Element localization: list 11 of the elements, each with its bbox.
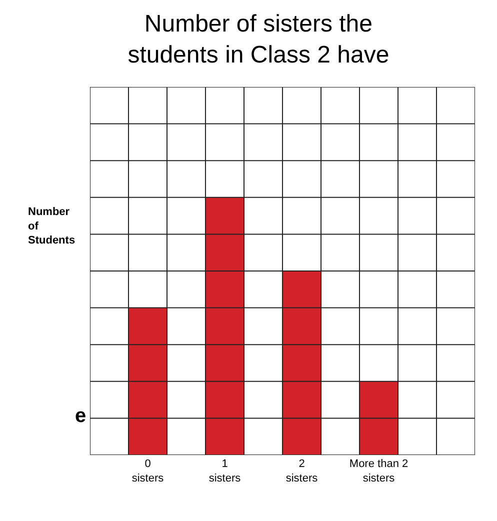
chart-title: Number of sisters the students in Class 2 have — [128, 10, 390, 68]
x-tick-label: More than 2 sisters — [349, 458, 408, 484]
x-tick-label: 2 sisters — [286, 458, 318, 484]
bar — [129, 308, 167, 455]
bar — [206, 197, 244, 455]
x-tick-label: 1 sisters — [208, 458, 242, 484]
bar — [360, 381, 398, 455]
text: e — [75, 405, 86, 427]
x-tick-label: 0 sisters — [132, 458, 164, 484]
bar — [283, 271, 321, 455]
y-axis-title: Number of Students — [28, 206, 76, 247]
